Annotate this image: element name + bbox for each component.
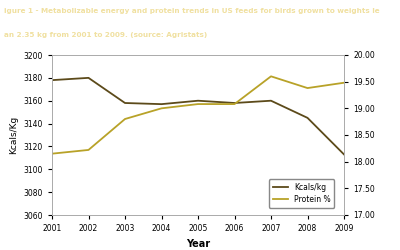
- Text: an 2.35 kg from 2001 to 2009. (source: Agristats): an 2.35 kg from 2001 to 2009. (source: A…: [4, 32, 207, 38]
- X-axis label: Year: Year: [186, 238, 210, 248]
- Y-axis label: Kcals/Kg: Kcals/Kg: [9, 116, 18, 154]
- Text: igure 1 - Metabolizable energy and protein trends in US feeds for birds grown to: igure 1 - Metabolizable energy and prote…: [4, 8, 380, 14]
- Legend: Kcals/kg, Protein %: Kcals/kg, Protein %: [269, 179, 334, 208]
